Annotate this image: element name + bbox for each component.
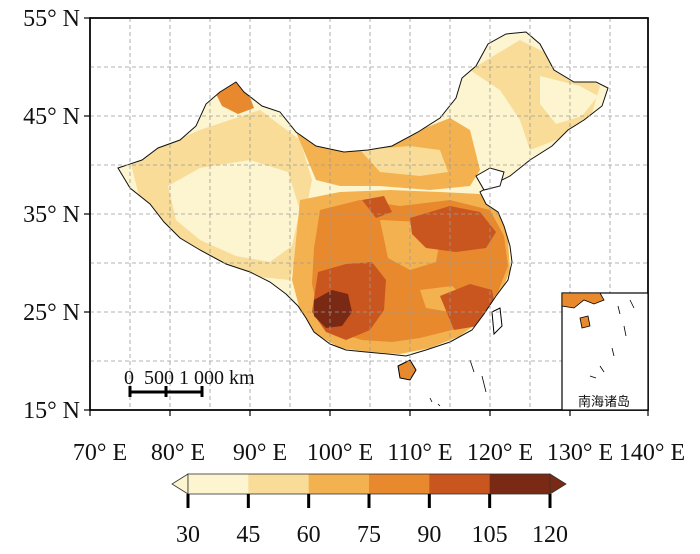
- colorbar-cell: [489, 474, 551, 494]
- y-tick-label: 25° N: [23, 300, 80, 326]
- region-105-120: [314, 290, 352, 328]
- colorbar-tick-label: 45: [236, 522, 260, 548]
- x-tick-label: 100° E: [307, 440, 373, 466]
- y-axis: 55° N 45° N 35° N 25° N 15° N: [23, 6, 90, 424]
- x-tick-label: 140° E: [619, 440, 685, 466]
- colorbar-cell: [188, 474, 249, 494]
- colorbar-tick-label: 90: [417, 522, 441, 548]
- grid-lines: [90, 18, 648, 410]
- colorbar: 30 45 60 75 90 105 120: [171, 473, 568, 548]
- colorbar-tick-label: 105: [472, 522, 508, 548]
- colorbar-ticks: [186, 494, 552, 508]
- colorbar-cell: [248, 474, 310, 494]
- colorbar-right-arrow: [549, 473, 567, 495]
- y-tick-label: 35° N: [23, 202, 80, 228]
- scale-bar-label: 0 500 1 000 km: [124, 367, 255, 389]
- region-45-60-west: [130, 110, 312, 280]
- colorbar-tick-label: 60: [297, 522, 321, 548]
- x-tick-label: 70° E: [73, 440, 127, 466]
- region-90-105-east: [410, 206, 496, 252]
- y-tick-label: 55° N: [23, 6, 80, 32]
- x-tick-label: 90° E: [233, 440, 287, 466]
- colorbar-tick-label: 120: [532, 522, 568, 548]
- colorbar-cell: [369, 474, 430, 494]
- scale-bar: 0 500 1 000 km: [124, 367, 255, 397]
- region-45-60-north: [360, 146, 448, 176]
- y-tick-label: 15° N: [23, 398, 80, 424]
- x-axis: 70° E 80° E 90° E 100° E 110° E 120° E 1…: [73, 410, 685, 466]
- x-tick-label: 120° E: [467, 440, 533, 466]
- colorbar-tick-label: 30: [176, 522, 200, 548]
- china-outline: [117, 31, 609, 357]
- colorbar-labels: 30 45 60 75 90 105 120: [176, 522, 568, 548]
- inset-label: 南海诸岛: [578, 394, 630, 410]
- inset-south-china-sea: 南海诸岛: [561, 292, 649, 411]
- colorbar-cell: [429, 474, 491, 494]
- colorbar-cell: [308, 474, 370, 494]
- colorbar-tick-label: 75: [357, 522, 381, 548]
- island-marks: [429, 359, 487, 407]
- x-tick-label: 80° E: [151, 440, 205, 466]
- taiwan-island: [491, 307, 503, 336]
- x-tick-label: 130° E: [547, 440, 613, 466]
- region-30-45-ne: [540, 76, 598, 124]
- region-90-105-central: [362, 196, 392, 218]
- x-tick-label: 110° E: [387, 440, 452, 466]
- y-tick-label: 45° N: [23, 104, 80, 130]
- colorbar-left-arrow: [171, 473, 189, 495]
